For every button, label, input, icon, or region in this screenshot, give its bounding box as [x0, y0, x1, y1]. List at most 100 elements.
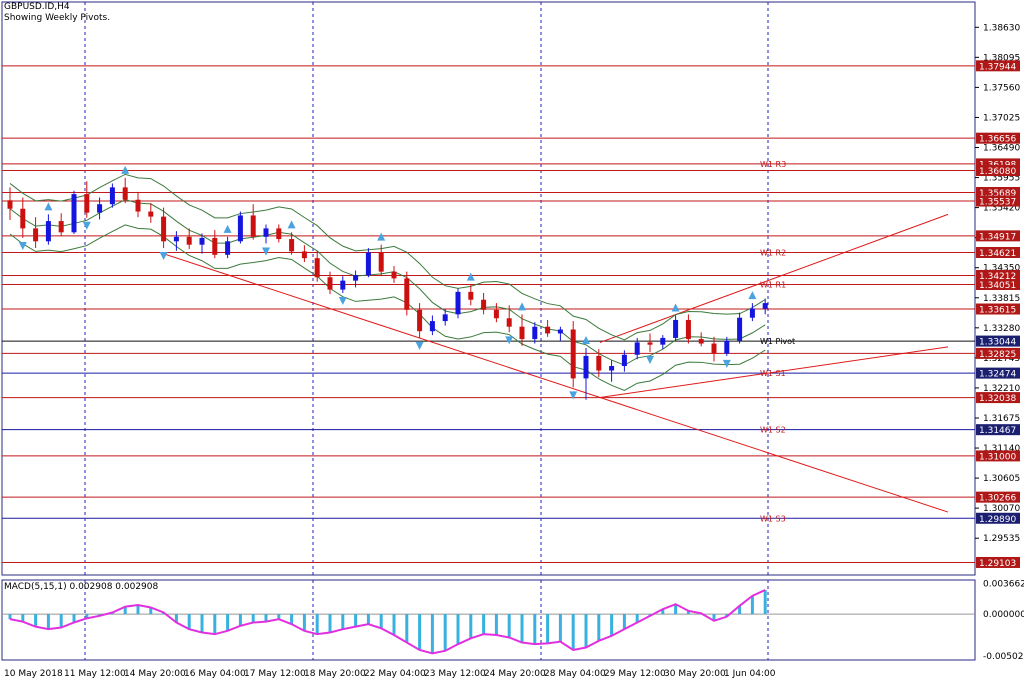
- macd-bar: [200, 614, 204, 633]
- macd-bar: [85, 614, 89, 619]
- fractal-up-arrow: [466, 272, 475, 281]
- candle-body: [365, 252, 371, 276]
- candle-body: [7, 200, 13, 209]
- x-axis-label: 17 May 12:00: [244, 669, 306, 679]
- macd-bar: [571, 614, 575, 650]
- candle-body: [33, 228, 39, 242]
- fractal-up-arrow: [671, 303, 680, 312]
- candle-body: [276, 228, 282, 240]
- candle-body: [109, 187, 115, 205]
- lower-channel-line: [599, 346, 949, 398]
- macd-bar: [494, 614, 498, 635]
- candle-body: [749, 308, 755, 318]
- macd-bar: [443, 614, 447, 651]
- y-axis-tick-label: 1.30070: [983, 504, 1020, 514]
- y-axis-tick-label: 1.37560: [983, 83, 1020, 93]
- bollinger-lower: [9, 224, 766, 391]
- down-trendline: [159, 252, 949, 513]
- upper-channel-line: [599, 213, 949, 343]
- price-label: 1.31467: [979, 426, 1016, 436]
- price-label-box: [976, 367, 1020, 379]
- price-label: 1.35537: [979, 198, 1016, 208]
- candle-body: [84, 194, 90, 213]
- macd-bar: [661, 609, 665, 615]
- macd-bar: [149, 607, 153, 615]
- macd-bar: [712, 614, 716, 621]
- price-label-box: [976, 165, 1020, 177]
- price-label-box: [976, 269, 1020, 281]
- fractal-up-arrow: [121, 165, 130, 174]
- candle-body: [506, 318, 512, 327]
- price-label: 1.29103: [979, 559, 1016, 569]
- macd-bar: [482, 614, 486, 635]
- price-label-box: [976, 303, 1020, 315]
- candle-body: [199, 237, 205, 245]
- candle-body: [340, 280, 346, 290]
- macd-bar: [558, 614, 562, 642]
- macd-y-tick-label: 0.000000: [983, 610, 1024, 620]
- fractal-up-arrow: [582, 336, 590, 345]
- macd-bar: [187, 614, 191, 630]
- macd-bar: [418, 614, 422, 650]
- x-axis-label: 30 May 20:00: [664, 669, 726, 679]
- fractal-down-arrow: [569, 391, 578, 400]
- macd-bar: [750, 595, 754, 615]
- y-axis-tick-label: 1.30605: [983, 474, 1020, 484]
- fractal-down-arrow: [505, 336, 514, 345]
- candle-body: [532, 326, 538, 340]
- y-axis-tick-label: 1.36490: [983, 143, 1020, 153]
- candle-body: [442, 314, 448, 322]
- candle-body: [673, 319, 679, 338]
- candle-body: [327, 277, 333, 290]
- candle-body: [250, 215, 256, 237]
- candle-body: [455, 291, 461, 315]
- macd-bar: [315, 614, 319, 635]
- macd-bar: [21, 614, 25, 622]
- y-axis-tick-label: 1.37025: [983, 113, 1020, 123]
- candle-body: [404, 278, 410, 310]
- y-axis-tick-label: 1.29535: [983, 534, 1020, 544]
- candle-body: [545, 326, 551, 334]
- fractal-down-arrow: [159, 252, 168, 261]
- candle-body: [596, 355, 602, 371]
- macd-bar: [610, 614, 614, 636]
- price-label: 1.32038: [979, 394, 1016, 404]
- price-label-box: [976, 195, 1020, 207]
- price-label-box: [976, 491, 1020, 503]
- macd-bar: [213, 614, 217, 635]
- fractal-down-arrow: [338, 296, 347, 305]
- bollinger-middle: [9, 199, 766, 366]
- macd-bar: [430, 614, 434, 654]
- macd-bar: [763, 590, 767, 615]
- price-label: 1.34621: [979, 249, 1016, 259]
- candle-body: [660, 337, 666, 345]
- fractal-down-arrow: [415, 341, 424, 350]
- price-label: 1.35689: [979, 189, 1016, 199]
- price-label-box: [976, 556, 1020, 568]
- macd-bar: [226, 614, 230, 631]
- candle-body: [212, 237, 218, 255]
- macd-bar: [392, 614, 396, 635]
- macd-bar: [302, 614, 306, 631]
- price-label-box: [976, 60, 1020, 72]
- bollinger-upper: [9, 173, 766, 341]
- candle-body: [762, 303, 768, 309]
- macd-bar: [379, 614, 383, 629]
- macd-signal-line: [9, 589, 766, 655]
- candle-body: [724, 340, 730, 354]
- macd-bar: [72, 614, 76, 623]
- macd-bar: [264, 614, 268, 622]
- candle-body: [634, 342, 640, 355]
- candle-body: [737, 317, 743, 341]
- price-label-box: [976, 186, 1020, 198]
- price-label-box: [976, 512, 1020, 524]
- pivot-level-label: W1 Pivot: [760, 337, 795, 346]
- macd-bar: [366, 614, 370, 625]
- price-label: 1.37944: [979, 62, 1016, 72]
- y-axis-tick-label: 1.33280: [983, 324, 1020, 334]
- x-axis-label: 11 May 12:00: [64, 669, 126, 679]
- pivot-level-label: W1 R3: [760, 160, 786, 169]
- macd-bar: [584, 614, 588, 648]
- fractal-down-arrow: [722, 359, 731, 368]
- macd-bar: [622, 614, 626, 630]
